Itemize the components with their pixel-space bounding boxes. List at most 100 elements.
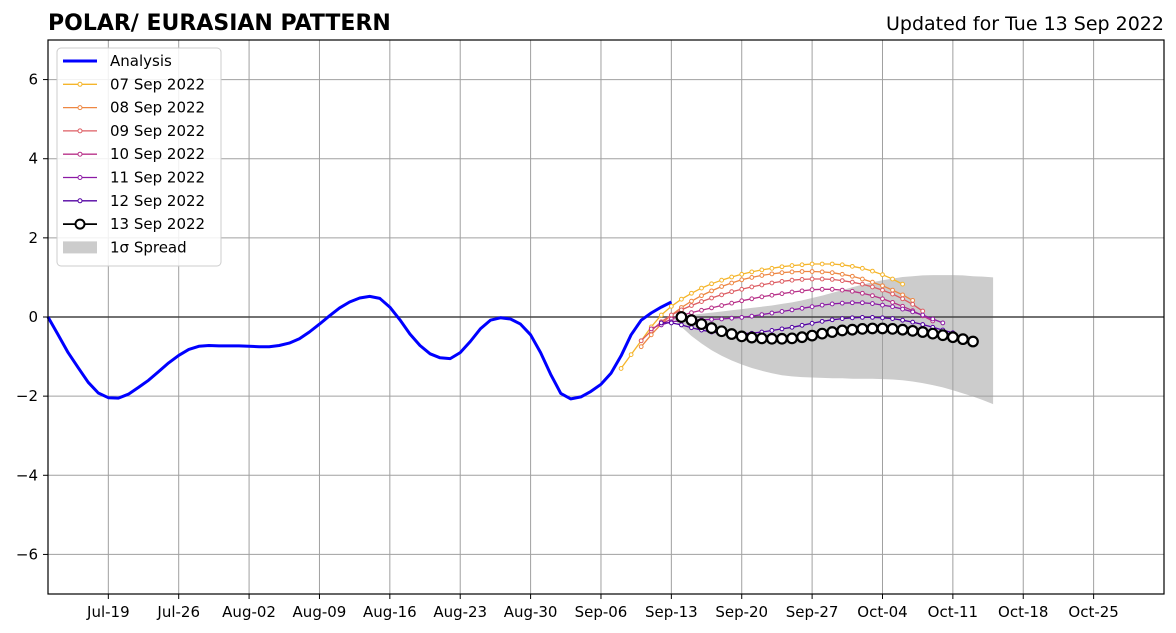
data-point	[849, 263, 855, 269]
data-point	[859, 281, 865, 287]
data-point	[779, 309, 785, 314]
data-point	[689, 298, 694, 304]
data-point	[870, 314, 875, 320]
data-point	[709, 305, 714, 311]
data-point	[715, 325, 728, 338]
data-point	[689, 290, 694, 296]
data-point	[779, 326, 785, 332]
data-point	[799, 269, 805, 274]
data-point	[739, 277, 745, 283]
data-point	[658, 312, 664, 318]
legend-marker	[77, 198, 83, 204]
x-tick-label: Oct-04	[857, 603, 907, 621]
data-point	[679, 296, 684, 302]
data-point	[729, 300, 735, 306]
data-point	[789, 263, 795, 268]
y-tick-label: −4	[16, 466, 38, 484]
chart-title: POLAR/ EURASIAN PATTERN	[48, 11, 391, 36]
data-point	[910, 309, 916, 315]
chart-subtitle: Updated for Tue 13 Sep 2022	[886, 13, 1164, 35]
data-point	[839, 316, 845, 321]
data-point	[668, 312, 674, 318]
data-point	[859, 265, 865, 271]
data-point	[759, 282, 765, 288]
data-point	[769, 280, 775, 286]
data-point	[796, 331, 808, 344]
data-point	[910, 301, 916, 307]
data-point	[819, 302, 825, 308]
data-point	[749, 284, 755, 290]
data-point	[829, 277, 835, 282]
legend-label: 1σ Spread	[110, 238, 187, 256]
data-point	[759, 267, 765, 273]
x-tick-label: Sep-06	[575, 603, 628, 621]
data-point	[826, 326, 839, 338]
y-tick-label: −2	[16, 387, 38, 405]
legend-marker	[77, 81, 83, 87]
data-point	[779, 291, 785, 297]
data-point	[789, 307, 795, 313]
data-point	[618, 366, 624, 371]
data-point	[729, 280, 735, 286]
data-point	[749, 296, 755, 302]
legend-box	[56, 47, 222, 267]
data-point	[839, 278, 845, 283]
data-point	[890, 304, 895, 310]
data-point	[648, 332, 654, 338]
y-tick-label: 2	[28, 229, 38, 247]
data-point	[920, 312, 926, 318]
data-point	[699, 299, 704, 304]
data-point	[695, 318, 708, 331]
data-point	[866, 322, 879, 335]
data-point	[859, 300, 865, 306]
data-point	[839, 300, 845, 306]
data-point	[936, 329, 949, 342]
data-point	[735, 330, 748, 343]
data-point	[829, 261, 835, 267]
data-point	[759, 273, 765, 278]
data-point	[769, 271, 775, 277]
data-point	[739, 271, 745, 277]
legend-label: 07 Sep 2022	[110, 75, 205, 93]
data-point	[689, 303, 694, 308]
data-point	[779, 270, 785, 276]
data-point	[638, 344, 644, 350]
data-point	[880, 283, 885, 289]
data-point	[809, 269, 815, 274]
x-tick-label: Oct-18	[998, 603, 1048, 621]
data-point	[739, 286, 745, 292]
legend-marker	[74, 218, 86, 230]
data-point	[926, 327, 939, 340]
data-point	[799, 322, 805, 328]
data-point	[839, 271, 845, 277]
y-tick-label: 6	[28, 71, 38, 89]
data-point	[745, 331, 758, 344]
data-point	[920, 322, 926, 327]
data-point	[809, 287, 815, 293]
series-line-analysis	[46, 294, 673, 401]
data-point	[779, 264, 785, 270]
data-point	[849, 288, 855, 294]
data-point	[729, 315, 735, 321]
data-point	[749, 313, 755, 319]
data-point	[769, 310, 775, 316]
legend-label: 08 Sep 2022	[110, 99, 205, 117]
data-point	[910, 319, 916, 325]
data-point	[789, 269, 795, 275]
data-point	[759, 312, 765, 318]
data-point	[799, 288, 805, 294]
x-tick-label: Jul-26	[156, 603, 200, 621]
data-point	[896, 323, 909, 336]
data-point	[829, 286, 835, 292]
x-tick-label: Oct-11	[928, 603, 978, 621]
data-point	[799, 277, 805, 282]
data-point	[880, 287, 885, 293]
data-point	[967, 335, 979, 348]
data-point	[658, 320, 664, 326]
data-point	[900, 296, 905, 302]
data-point	[819, 269, 825, 275]
data-point	[829, 270, 835, 276]
data-point	[829, 317, 835, 323]
data-point	[729, 274, 735, 280]
data-point	[940, 320, 946, 326]
